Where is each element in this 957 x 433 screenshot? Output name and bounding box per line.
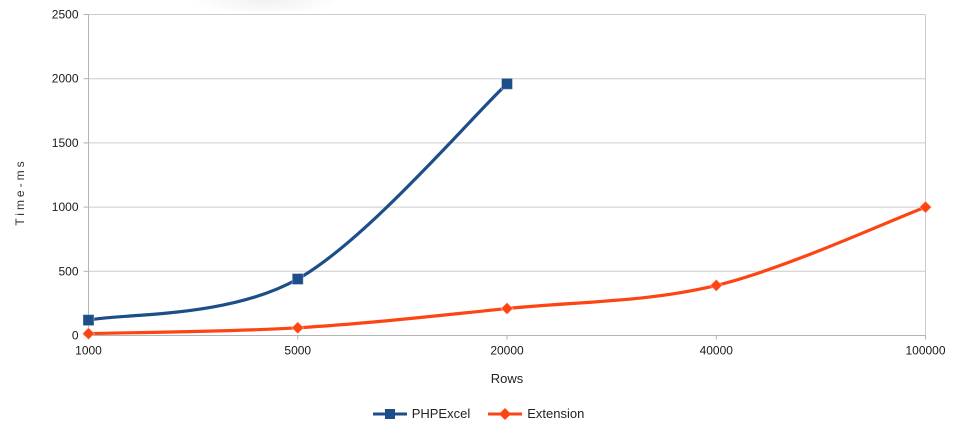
- x-tick-label: 5000: [284, 344, 311, 358]
- data-point-phpexcel[interactable]: [501, 77, 513, 90]
- x-tick-label: 40000: [700, 344, 734, 358]
- legend-item-phpexcel[interactable]: PHPExcel: [372, 406, 471, 421]
- y-tick-label: 500: [58, 264, 78, 278]
- legend-label: Extension: [527, 406, 585, 421]
- data-point-phpexcel[interactable]: [82, 314, 95, 327]
- legend: PHPExcel Extension: [0, 406, 957, 421]
- x-tick-label: 1000: [75, 344, 102, 358]
- x-tick-label: 100000: [905, 344, 945, 358]
- y-axis-title: Time-ms: [13, 158, 27, 226]
- data-point-extension[interactable]: [500, 301, 514, 316]
- x-tick-label: 20000: [490, 344, 524, 358]
- data-point-extension[interactable]: [81, 326, 96, 341]
- data-point-extension[interactable]: [291, 321, 305, 335]
- legend-marker-diamond-icon: [488, 407, 523, 420]
- y-tick-label: 1500: [52, 136, 79, 150]
- y-tick-label: 2000: [52, 72, 79, 86]
- x-axis-title: Rows: [490, 371, 524, 386]
- data-point-phpexcel[interactable]: [291, 273, 304, 286]
- data-point-extension[interactable]: [918, 200, 933, 214]
- data-point-extension[interactable]: [709, 278, 723, 293]
- legend-marker-square-icon: [372, 408, 407, 419]
- legend-item-extension[interactable]: Extension: [488, 406, 584, 421]
- legend-label: PHPExcel: [411, 406, 471, 421]
- y-tick-label: 0: [72, 329, 79, 343]
- series-line-phpexcel: [86, 82, 509, 322]
- y-tick-label: 2500: [52, 8, 79, 22]
- y-tick-label: 1000: [52, 200, 79, 214]
